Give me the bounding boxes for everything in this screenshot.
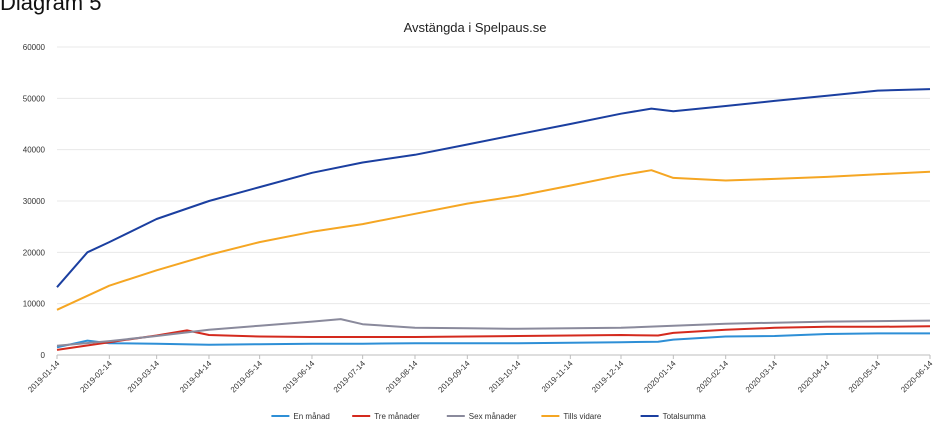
x-tick-label: 2020-04-14 — [796, 359, 832, 395]
x-tick-label: 2019-08-14 — [384, 359, 420, 395]
x-tick-label: 2019-03-14 — [126, 359, 162, 395]
legend-label: Tre månader — [374, 412, 420, 421]
y-axis: 0 10000 20000 30000 40000 50000 60000 — [23, 43, 46, 360]
x-tick-label: 2019-04-14 — [178, 359, 214, 395]
series-line — [56, 325, 931, 351]
x-tick-label: 2019-02-14 — [78, 359, 114, 395]
x-tick-label: 2019-11-14 — [540, 359, 575, 394]
x-tick-label: 2019-12-14 — [590, 359, 626, 395]
series-line — [56, 332, 930, 349]
y-tick-label: 30000 — [23, 197, 46, 206]
x-tick-label: 2020-01-14 — [642, 359, 678, 395]
y-tick-label: 20000 — [23, 248, 46, 257]
legend-label: Totalsumma — [663, 412, 707, 421]
gridlines — [57, 46, 930, 356]
x-axis: 2019-01-14 2019-02-14 2019-03-14 2019-04-14… — [26, 355, 933, 394]
series-lines — [56, 88, 931, 351]
x-tick-label: 2019-07-14 — [332, 359, 368, 395]
x-tick-label: 2019-06-14 — [281, 359, 317, 395]
series-line — [56, 318, 931, 347]
x-tick-label: 2019-10-14 — [487, 359, 523, 395]
x-tick-label: 2020-03-14 — [744, 359, 780, 395]
x-tick-label: 2019-05-14 — [229, 359, 265, 395]
legend: En månad Tre månader Sex månader Tills vida… — [271, 412, 706, 421]
y-tick-label: 10000 — [23, 300, 46, 309]
series-line — [56, 88, 931, 288]
legend-label: Sex månader — [469, 412, 517, 421]
x-tick-label: 2020-06-14 — [899, 359, 933, 395]
chart-title: Avstängda i Spelpaus.se — [404, 20, 547, 35]
y-tick-label: 40000 — [23, 146, 46, 155]
y-tick-label: 0 — [41, 351, 46, 360]
x-tick-label: 2019-09-14 — [436, 359, 472, 395]
legend-label: Tills vidare — [563, 412, 601, 421]
x-tick-label: 2020-05-14 — [847, 359, 883, 395]
legend-label: En månad — [293, 412, 329, 421]
x-tick-label: 2020-02-14 — [695, 359, 731, 395]
x-tick-label: 2019-01-14 — [26, 359, 62, 395]
series-line — [56, 169, 931, 311]
y-tick-label: 60000 — [23, 43, 46, 52]
page-heading: Diagram 5 — [0, 0, 102, 15]
y-tick-label: 50000 — [23, 94, 46, 103]
